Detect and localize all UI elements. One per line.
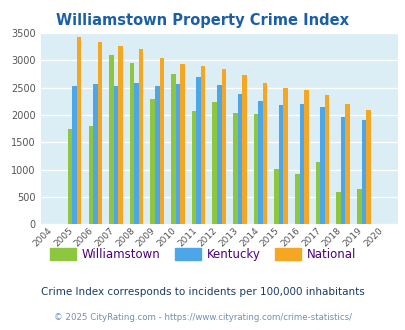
- Bar: [155, 86, 159, 224]
- Bar: [97, 42, 102, 224]
- Bar: [88, 126, 93, 224]
- Bar: [345, 104, 349, 224]
- Bar: [237, 94, 241, 224]
- Bar: [175, 84, 180, 224]
- Bar: [320, 107, 324, 224]
- Bar: [191, 111, 196, 224]
- Bar: [118, 46, 122, 224]
- Bar: [335, 192, 340, 224]
- Bar: [180, 64, 184, 224]
- Text: © 2025 CityRating.com - https://www.cityrating.com/crime-statistics/: © 2025 CityRating.com - https://www.city…: [54, 313, 351, 322]
- Bar: [360, 120, 365, 224]
- Bar: [274, 169, 278, 224]
- Bar: [212, 102, 216, 224]
- Bar: [196, 77, 200, 224]
- Bar: [324, 95, 328, 224]
- Bar: [283, 88, 287, 224]
- Bar: [253, 115, 258, 224]
- Bar: [262, 83, 267, 224]
- Legend: Williamstown, Kentucky, National: Williamstown, Kentucky, National: [45, 243, 360, 265]
- Bar: [68, 129, 72, 224]
- Text: Williamstown Property Crime Index: Williamstown Property Crime Index: [56, 13, 349, 28]
- Bar: [200, 66, 205, 224]
- Bar: [258, 101, 262, 224]
- Bar: [356, 189, 360, 224]
- Bar: [139, 50, 143, 224]
- Bar: [216, 85, 221, 224]
- Bar: [77, 37, 81, 224]
- Bar: [134, 83, 139, 224]
- Bar: [303, 90, 308, 224]
- Bar: [93, 84, 97, 224]
- Bar: [294, 174, 299, 224]
- Bar: [72, 86, 77, 224]
- Bar: [150, 99, 155, 224]
- Bar: [109, 55, 113, 224]
- Bar: [299, 104, 303, 224]
- Bar: [130, 63, 134, 224]
- Bar: [278, 105, 283, 224]
- Bar: [241, 75, 246, 224]
- Bar: [232, 113, 237, 224]
- Bar: [365, 110, 370, 224]
- Text: Crime Index corresponds to incidents per 100,000 inhabitants: Crime Index corresponds to incidents per…: [41, 287, 364, 297]
- Bar: [221, 69, 226, 224]
- Bar: [159, 58, 164, 224]
- Bar: [171, 74, 175, 224]
- Bar: [315, 162, 320, 224]
- Bar: [340, 117, 345, 224]
- Bar: [113, 86, 118, 224]
